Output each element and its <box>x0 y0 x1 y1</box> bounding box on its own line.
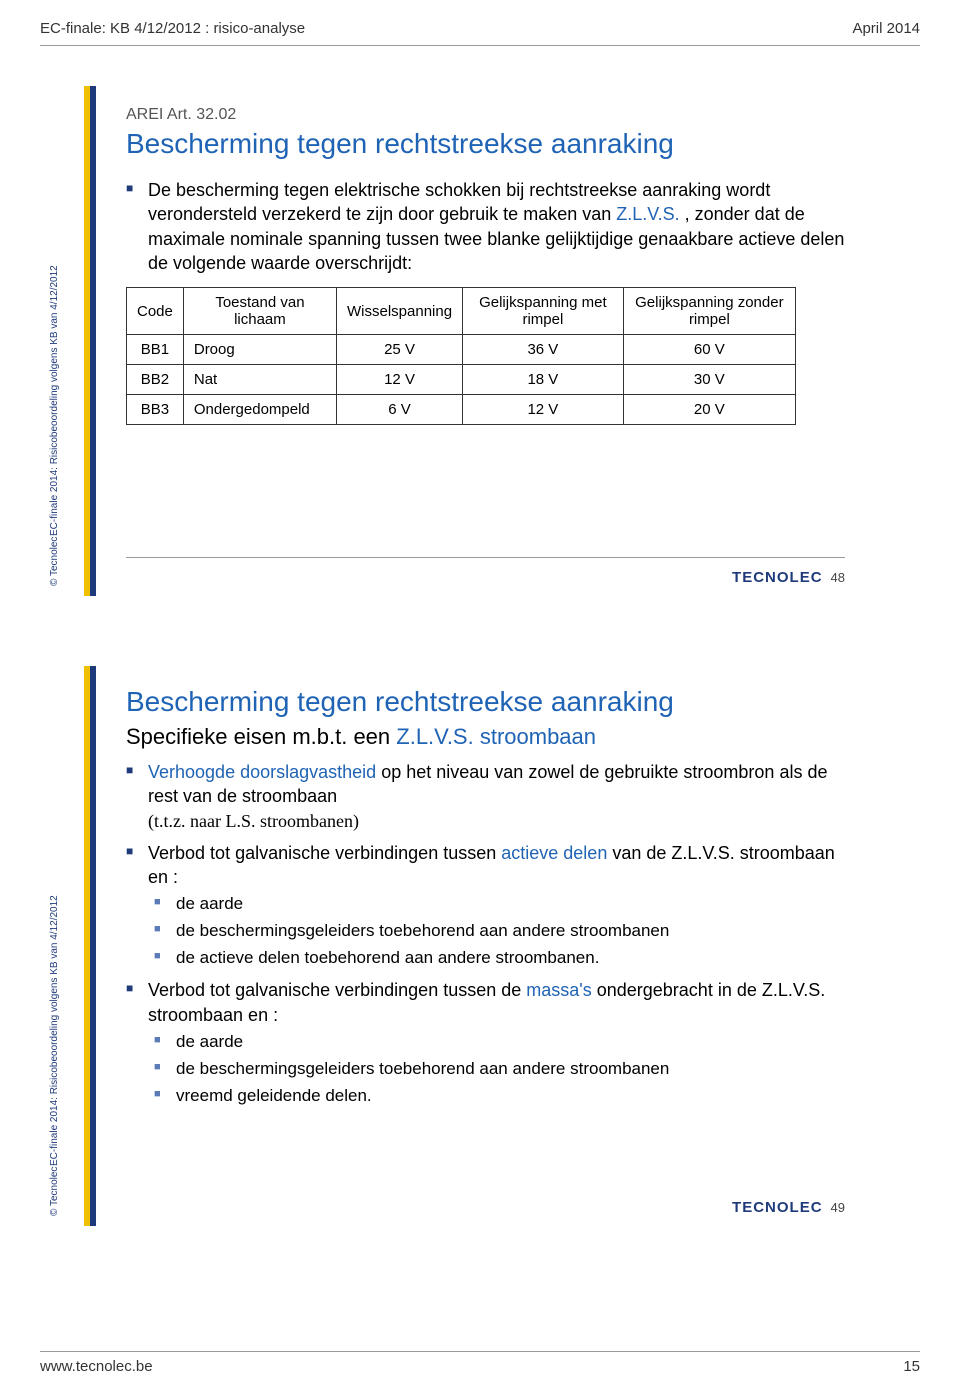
b1-note: (t.t.z. naar L.S. stroombanen) <box>148 811 359 831</box>
subtitle-prefix: Specifieke eisen m.b.t. een <box>126 724 396 749</box>
slide-subtitle: Specifieke eisen m.b.t. een Z.L.V.S. str… <box>126 724 845 750</box>
cell: 6 V <box>337 395 463 425</box>
b2-highlight: actieve delen <box>501 843 607 863</box>
b3-sublist: de aarde de beschermingsgeleiders toebeh… <box>148 1031 845 1108</box>
slide-page-number: 48 <box>831 570 845 585</box>
brand-logo: TECNOLEC <box>732 1199 823 1216</box>
col-wissel: Wisselspanning <box>337 288 463 335</box>
sub-item: de actieve delen toebehorend aan andere … <box>154 947 845 970</box>
page: EC-finale: KB 4/12/2012 : risico-analyse… <box>0 0 960 1395</box>
page-footer: www.tecnolec.be 15 <box>40 1351 920 1375</box>
slide-49: EC-finale 2014: Risicobeoordeling volgen… <box>90 666 870 1226</box>
col-gelijk-zonder: Gelijkspanning zonder rimpel <box>623 288 795 335</box>
bullet-1: Verhoogde doorslagvastheid op het niveau… <box>126 760 845 833</box>
slide-title: Bescherming tegen rechtstreekse aanrakin… <box>126 686 845 718</box>
copyright-label: © Tecnolec <box>49 537 60 586</box>
cell: 36 V <box>463 335 624 365</box>
header-left: EC-finale: KB 4/12/2012 : risico-analyse <box>40 20 305 37</box>
cell: BB1 <box>127 335 184 365</box>
voltage-table: Code Toestand van lichaam Wisselspanning… <box>126 287 796 425</box>
body-point: De bescherming tegen elektrische schokke… <box>126 178 845 275</box>
cell: 18 V <box>463 365 624 395</box>
col-code: Code <box>127 288 184 335</box>
bullet-2: Verbod tot galvanische verbindingen tuss… <box>126 841 845 970</box>
header-divider <box>40 45 920 46</box>
col-toestand: Toestand van lichaam <box>183 288 336 335</box>
sub-item: de beschermingsgeleiders toebehorend aan… <box>154 1058 845 1081</box>
side-label: EC-finale 2014: Risicobeoordeling volgen… <box>49 895 60 1166</box>
cell: 20 V <box>623 395 795 425</box>
zlvs-label: Z.L.V.S. <box>616 204 679 224</box>
slide-footer: TECNOLEC 49 <box>732 1199 845 1216</box>
sub-item: de beschermingsgeleiders toebehorend aan… <box>154 920 845 943</box>
cell: Droog <box>183 335 336 365</box>
header-right: April 2014 <box>852 20 920 37</box>
page-header: EC-finale: KB 4/12/2012 : risico-analyse… <box>40 20 920 37</box>
cell: 12 V <box>337 365 463 395</box>
cell: 30 V <box>623 365 795 395</box>
col-gelijk-rimpel: Gelijkspanning met rimpel <box>463 288 624 335</box>
b3-highlight: massa's <box>526 980 591 1000</box>
b2-sublist: de aarde de beschermingsgeleiders toebeh… <box>148 893 845 970</box>
table-row: BB1 Droog 25 V 36 V 60 V <box>127 335 796 365</box>
cell: 25 V <box>337 335 463 365</box>
footer-page-number: 15 <box>903 1358 920 1375</box>
slide-page-number: 49 <box>831 1200 845 1215</box>
sub-item: de aarde <box>154 1031 845 1054</box>
cell: 12 V <box>463 395 624 425</box>
slide2-body: Verhoogde doorslagvastheid op het niveau… <box>126 760 845 1108</box>
table-header-row: Code Toestand van lichaam Wisselspanning… <box>127 288 796 335</box>
copyright-label: © Tecnolec <box>49 1167 60 1216</box>
slide-title: Bescherming tegen rechtstreekse aanrakin… <box>126 128 845 160</box>
b3-pre: Verbod tot galvanische verbindingen tuss… <box>148 980 526 1000</box>
cell: BB2 <box>127 365 184 395</box>
table-row: BB3 Ondergedompeld 6 V 12 V 20 V <box>127 395 796 425</box>
bullet-3: Verbod tot galvanische verbindingen tuss… <box>126 978 845 1107</box>
sub-item: vreemd geleidende delen. <box>154 1085 845 1108</box>
slide1-body: De bescherming tegen elektrische schokke… <box>126 178 845 275</box>
slide-footer: TECNOLEC 48 <box>732 569 845 586</box>
cell: 60 V <box>623 335 795 365</box>
sub-item: de aarde <box>154 893 845 916</box>
side-label: EC-finale 2014: Risicobeoordeling volgen… <box>49 265 60 536</box>
cell: Ondergedompeld <box>183 395 336 425</box>
cell: Nat <box>183 365 336 395</box>
b1-highlight: Verhoogde doorslagvastheid <box>148 762 376 782</box>
b2-pre: Verbod tot galvanische verbindingen tuss… <box>148 843 501 863</box>
footer-left: www.tecnolec.be <box>40 1358 153 1375</box>
table-row: BB2 Nat 12 V 18 V 30 V <box>127 365 796 395</box>
slide-divider <box>126 557 845 558</box>
subtitle-zlvs: Z.L.V.S. stroombaan <box>396 724 596 749</box>
brand-logo: TECNOLEC <box>732 569 823 586</box>
slide-48: EC-finale 2014: Risicobeoordeling volgen… <box>90 86 870 596</box>
cell: BB3 <box>127 395 184 425</box>
slide-ref: AREI Art. 32.02 <box>126 106 845 124</box>
